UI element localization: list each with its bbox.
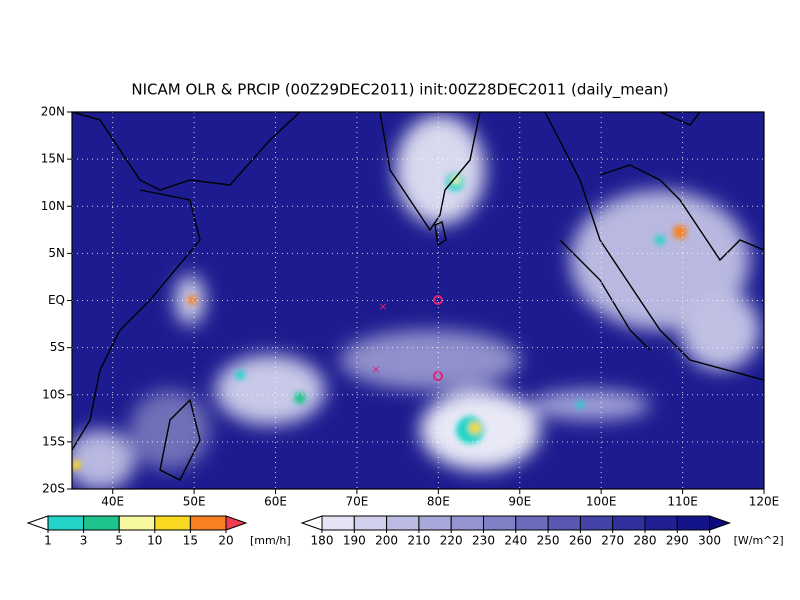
colorbar-label: 3 — [80, 534, 88, 548]
colorbar-segment — [118, 515, 156, 531]
colorbar-label: 210 — [407, 534, 430, 548]
colorbar-label: 280 — [634, 534, 657, 548]
lon-tick-label: 40E — [101, 495, 124, 509]
colorbar-segment — [547, 515, 581, 531]
colorbar-label: 180 — [311, 534, 334, 548]
lat-tick-label: EQ — [48, 293, 65, 307]
axes: 20N 15N 10N 5N EQ 5S 10S 15S 20S 40E 50E 60E 70E 80E 9… — [41, 105, 780, 509]
colorbar-label: 15 — [183, 534, 198, 548]
colorbar-label: 190 — [343, 534, 366, 548]
colorbar-label: 230 — [472, 534, 495, 548]
colorbar-end — [709, 515, 732, 531]
lat-tick-label: 20S — [42, 482, 65, 496]
colorbar-segment — [321, 515, 355, 531]
colorbar-segment — [189, 515, 227, 531]
colorbar-segment — [450, 515, 485, 531]
colorbar-segment — [47, 515, 85, 531]
colorbar-label: 5 — [115, 534, 123, 548]
colorbar-label: 220 — [440, 534, 463, 548]
marker: × — [378, 300, 387, 313]
colorbar-segment — [483, 515, 517, 531]
colorbar-label: 20 — [218, 534, 233, 548]
lat-tick-label: 10N — [41, 199, 65, 213]
colorbar-segment — [676, 515, 711, 531]
lat-tick-label: 15N — [41, 152, 65, 166]
colorbars: 1 3 5 10 15 20 [mm/h] 180 190 200 210 220 230 240 250 2… — [26, 515, 784, 548]
lat-tick-label: 10S — [42, 387, 65, 401]
lat-tick-label: 15S — [42, 434, 65, 448]
lon-tick-label: 90E — [508, 495, 531, 509]
title: NICAM OLR & PRCIP (00Z29DEC2011) init:00… — [131, 81, 668, 100]
colorbar-segment — [418, 515, 452, 531]
lon-tick-label: 120E — [749, 495, 780, 509]
colorbar-segment — [353, 515, 388, 531]
colorbar-label: 300 — [698, 534, 721, 548]
lat-tick-label: 5S — [50, 340, 65, 354]
coastlines — [72, 112, 764, 481]
colorbar-segment — [579, 515, 614, 531]
colorbar-end — [225, 515, 248, 531]
colorbar-segment — [386, 515, 420, 531]
colorbar-end — [300, 515, 323, 531]
cloud-field — [72, 115, 760, 489]
colorbar-unit: [mm/h] — [250, 534, 291, 547]
colorbar-label: 250 — [537, 534, 560, 548]
colorbar-segment — [515, 515, 549, 531]
lon-tick-label: 110E — [667, 495, 698, 509]
colorbar-segment — [154, 515, 191, 531]
marker: × — [371, 363, 380, 376]
lon-tick-label: 60E — [264, 495, 287, 509]
lon-tick-label: 50E — [183, 495, 206, 509]
lat-tick-label: 20N — [41, 105, 65, 119]
colorbar-label: 240 — [504, 534, 527, 548]
grid — [72, 112, 764, 489]
colorbar-segment — [644, 515, 678, 531]
lon-tick-label: 100E — [586, 495, 617, 509]
colorbar-label: 200 — [375, 534, 398, 548]
colorbar-label: 290 — [666, 534, 689, 548]
map: × × — [72, 112, 764, 489]
colorbar-label: 270 — [601, 534, 624, 548]
lon-tick-label: 80E — [427, 495, 450, 509]
colorbar-label: 1 — [44, 534, 52, 548]
colorbar-end — [26, 515, 49, 531]
colorbar-unit: [W/m^2] — [734, 534, 784, 547]
colorbar-label: 10 — [147, 534, 162, 548]
lon-tick-label: 70E — [346, 495, 369, 509]
colorbar-label: 260 — [569, 534, 592, 548]
colorbar-segment — [612, 515, 646, 531]
colorbar-segment — [83, 515, 120, 531]
lat-tick-label: 5N — [48, 246, 65, 260]
